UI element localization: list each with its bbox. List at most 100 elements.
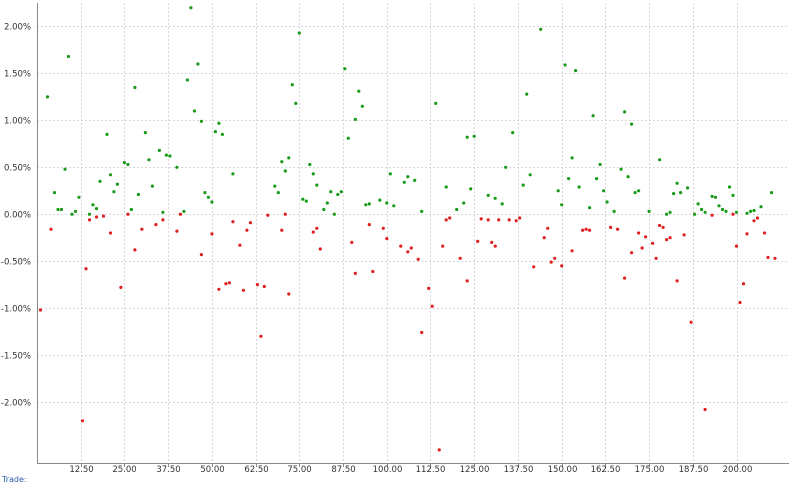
trade-label: Trade: <box>2 475 27 484</box>
negative-trade-point <box>238 243 242 247</box>
positive-trade-point <box>59 207 64 212</box>
positive-trade-point <box>133 85 137 90</box>
positive-trade-point <box>602 189 606 193</box>
positive-trade-point <box>367 202 371 206</box>
negative-trade-point <box>217 287 221 291</box>
positive-trade-point <box>315 183 319 187</box>
y-tick-label: 1.00% <box>4 117 31 127</box>
y-tick-labels: 2.00% 1.50% 1.00% 0.50% 0.00% -0.50% -1.00% -1.… <box>1 23 31 409</box>
y-tick-label: -1.00% <box>1 305 31 315</box>
positive-trade-point <box>727 185 732 189</box>
positive-trade-point <box>196 62 200 66</box>
positive-trade-point <box>759 205 763 209</box>
negative-trade-point <box>734 244 739 248</box>
positive-trade-point <box>444 185 448 189</box>
negative-trade-point <box>745 232 749 236</box>
positive-trade-point <box>720 207 725 212</box>
negative-trade-point <box>381 226 385 230</box>
positive-trade-point <box>91 203 95 207</box>
positive-trade-point <box>693 212 697 216</box>
negative-trade-point <box>420 330 424 335</box>
negative-trade-point <box>437 448 441 452</box>
positive-trade-point <box>591 114 595 118</box>
negative-trade-point <box>119 285 123 289</box>
positive-trade-point <box>637 189 641 193</box>
negative-trade-point <box>675 279 679 283</box>
negative-trade-point <box>479 217 483 221</box>
negative-trade-point <box>493 244 497 248</box>
negative-trade-point <box>444 218 448 222</box>
positive-trade-point <box>150 184 154 188</box>
positive-trade-point <box>724 209 728 213</box>
negative-trade-point <box>259 334 263 338</box>
positive-trade-point <box>563 63 567 67</box>
positive-trade-point <box>122 161 126 165</box>
x-tick-label: 200.00 <box>723 465 753 475</box>
positive-trade-point <box>577 185 581 189</box>
negative-trade-point <box>507 218 511 222</box>
negative-trade-point <box>710 213 714 217</box>
positive-trade-point <box>679 191 683 195</box>
negative-trade-point <box>762 231 767 235</box>
positive-trade-point <box>339 190 343 194</box>
negative-trade-point <box>581 228 585 232</box>
positive-trade-point <box>294 101 298 105</box>
positive-trade-point <box>329 190 333 194</box>
negative-trade-point <box>280 228 284 232</box>
axes <box>37 3 789 467</box>
negative-trade-point <box>399 244 403 248</box>
negative-trade-point <box>318 247 322 251</box>
negative-trade-point <box>409 246 413 250</box>
negative-trade-point <box>367 223 371 227</box>
y-tick-label: 0.50% <box>4 164 31 174</box>
positive-trade-point <box>574 69 578 73</box>
positive-trade-point <box>94 207 99 211</box>
positive-trade-point <box>175 165 179 169</box>
positive-trade-point <box>217 121 221 125</box>
positive-trade-point <box>469 187 473 191</box>
negative-trade-point <box>458 256 462 260</box>
negative-trade-point <box>465 279 469 283</box>
x-tick-label: 150.00 <box>548 465 578 475</box>
negative-trade-point <box>532 265 536 269</box>
x-tick-label: 137.50 <box>504 465 534 475</box>
negative-trade-point <box>84 267 88 271</box>
negative-trade-point <box>549 260 553 264</box>
positive-trade-point <box>595 177 599 181</box>
negative-trade-point <box>248 221 252 225</box>
positive-trade-point <box>626 175 630 179</box>
positive-trade-point <box>280 160 284 164</box>
negative-trade-point <box>262 284 266 289</box>
positive-trade-point <box>182 209 186 213</box>
y-tick-label: -1.50% <box>1 352 31 362</box>
negative-trade-point <box>665 238 669 242</box>
negative-trade-point <box>353 271 357 275</box>
positive-trade-point <box>304 199 308 203</box>
negative-trade-point <box>546 226 550 230</box>
positive-trade-point <box>105 132 109 136</box>
negative-trade-point <box>430 304 434 308</box>
negative-trade-point <box>623 276 627 280</box>
positive-trade-point <box>472 134 476 138</box>
negative-trade-point <box>416 257 420 261</box>
negative-trade-point <box>640 246 644 250</box>
negative-trade-point <box>616 227 620 231</box>
positive-trade-point <box>528 173 532 177</box>
negative-trade-point <box>224 282 228 286</box>
negative-trade-point <box>644 235 648 239</box>
x-tick-label: 125.00 <box>460 465 490 475</box>
negative-trade-point <box>140 227 144 231</box>
negative-trade-point <box>773 256 777 260</box>
negative-trade-point <box>518 216 522 220</box>
positive-trade-point <box>623 110 627 114</box>
negative-trade-point <box>255 283 259 287</box>
positive-trade-point <box>567 177 571 181</box>
positive-trade-point <box>357 89 361 93</box>
negative-trade-point <box>406 250 410 254</box>
negative-trade-point <box>560 264 564 268</box>
x-tick-label: 62.50 <box>244 465 268 475</box>
positive-trade-point <box>199 119 203 123</box>
positive-trade-point <box>308 162 312 167</box>
positive-trade-point <box>77 195 81 199</box>
